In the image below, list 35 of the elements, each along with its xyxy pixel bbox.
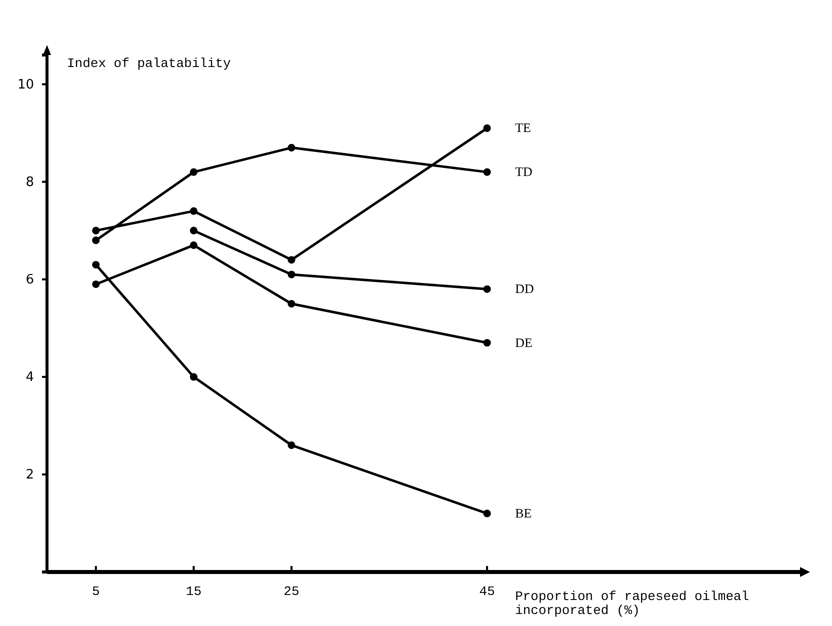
point bbox=[483, 168, 491, 176]
point bbox=[288, 270, 296, 278]
point bbox=[92, 226, 100, 234]
point bbox=[288, 300, 296, 308]
point bbox=[483, 338, 491, 347]
series-label: BE bbox=[515, 505, 532, 520]
y-tick-label: 8 bbox=[26, 174, 34, 190]
point bbox=[288, 144, 296, 152]
x-tick-label: 15 bbox=[186, 584, 202, 600]
series-label: TE bbox=[515, 120, 532, 136]
point bbox=[92, 280, 100, 288]
x-axis-title: Proportion of rapeseed oilmeal incorporated (%) bbox=[515, 589, 750, 618]
series-label: DD bbox=[515, 281, 534, 296]
y-tick-label: 4 bbox=[26, 370, 34, 386]
y-tick-label: 10 bbox=[17, 77, 34, 92]
y-tick-label: 6 bbox=[26, 272, 34, 288]
x-tick-label: 45 bbox=[479, 584, 495, 600]
point bbox=[190, 373, 198, 381]
x-tick-label: 5 bbox=[92, 584, 100, 600]
series-label: DE bbox=[515, 334, 532, 350]
point bbox=[190, 207, 198, 215]
series-label: TD bbox=[515, 164, 532, 180]
point bbox=[483, 124, 491, 132]
point bbox=[190, 226, 198, 234]
point bbox=[483, 510, 491, 518]
x-tick-label: 25 bbox=[284, 584, 300, 600]
point bbox=[288, 256, 296, 264]
point bbox=[483, 285, 491, 293]
y-tick-label: 2 bbox=[26, 468, 34, 483]
y-axis-title: Index of palatability bbox=[67, 56, 232, 71]
point bbox=[92, 260, 100, 269]
point bbox=[288, 441, 296, 449]
point bbox=[190, 168, 198, 176]
point bbox=[92, 236, 100, 244]
point bbox=[190, 241, 198, 249]
